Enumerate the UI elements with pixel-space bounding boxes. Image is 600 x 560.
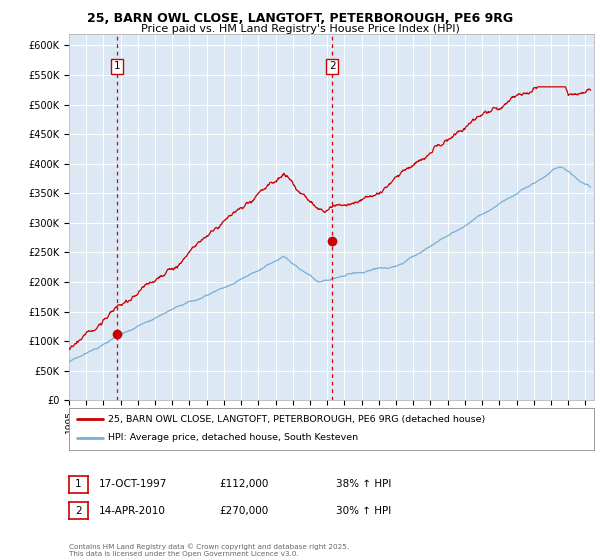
Text: 17-OCT-1997: 17-OCT-1997 [99,479,167,489]
Text: 30% ↑ HPI: 30% ↑ HPI [336,506,391,516]
Text: Contains HM Land Registry data © Crown copyright and database right 2025.
This d: Contains HM Land Registry data © Crown c… [69,544,349,557]
Text: 2: 2 [75,506,82,516]
Text: Price paid vs. HM Land Registry's House Price Index (HPI): Price paid vs. HM Land Registry's House … [140,24,460,34]
Text: £112,000: £112,000 [219,479,268,489]
Text: 1: 1 [114,61,121,71]
Text: 2: 2 [329,61,335,71]
Text: 14-APR-2010: 14-APR-2010 [99,506,166,516]
Text: 25, BARN OWL CLOSE, LANGTOFT, PETERBOROUGH, PE6 9RG (detached house): 25, BARN OWL CLOSE, LANGTOFT, PETERBOROU… [109,415,485,424]
Text: 25, BARN OWL CLOSE, LANGTOFT, PETERBOROUGH, PE6 9RG: 25, BARN OWL CLOSE, LANGTOFT, PETERBOROU… [87,12,513,25]
Text: 38% ↑ HPI: 38% ↑ HPI [336,479,391,489]
Text: £270,000: £270,000 [219,506,268,516]
Text: 1: 1 [75,479,82,489]
Text: HPI: Average price, detached house, South Kesteven: HPI: Average price, detached house, Sout… [109,433,359,442]
